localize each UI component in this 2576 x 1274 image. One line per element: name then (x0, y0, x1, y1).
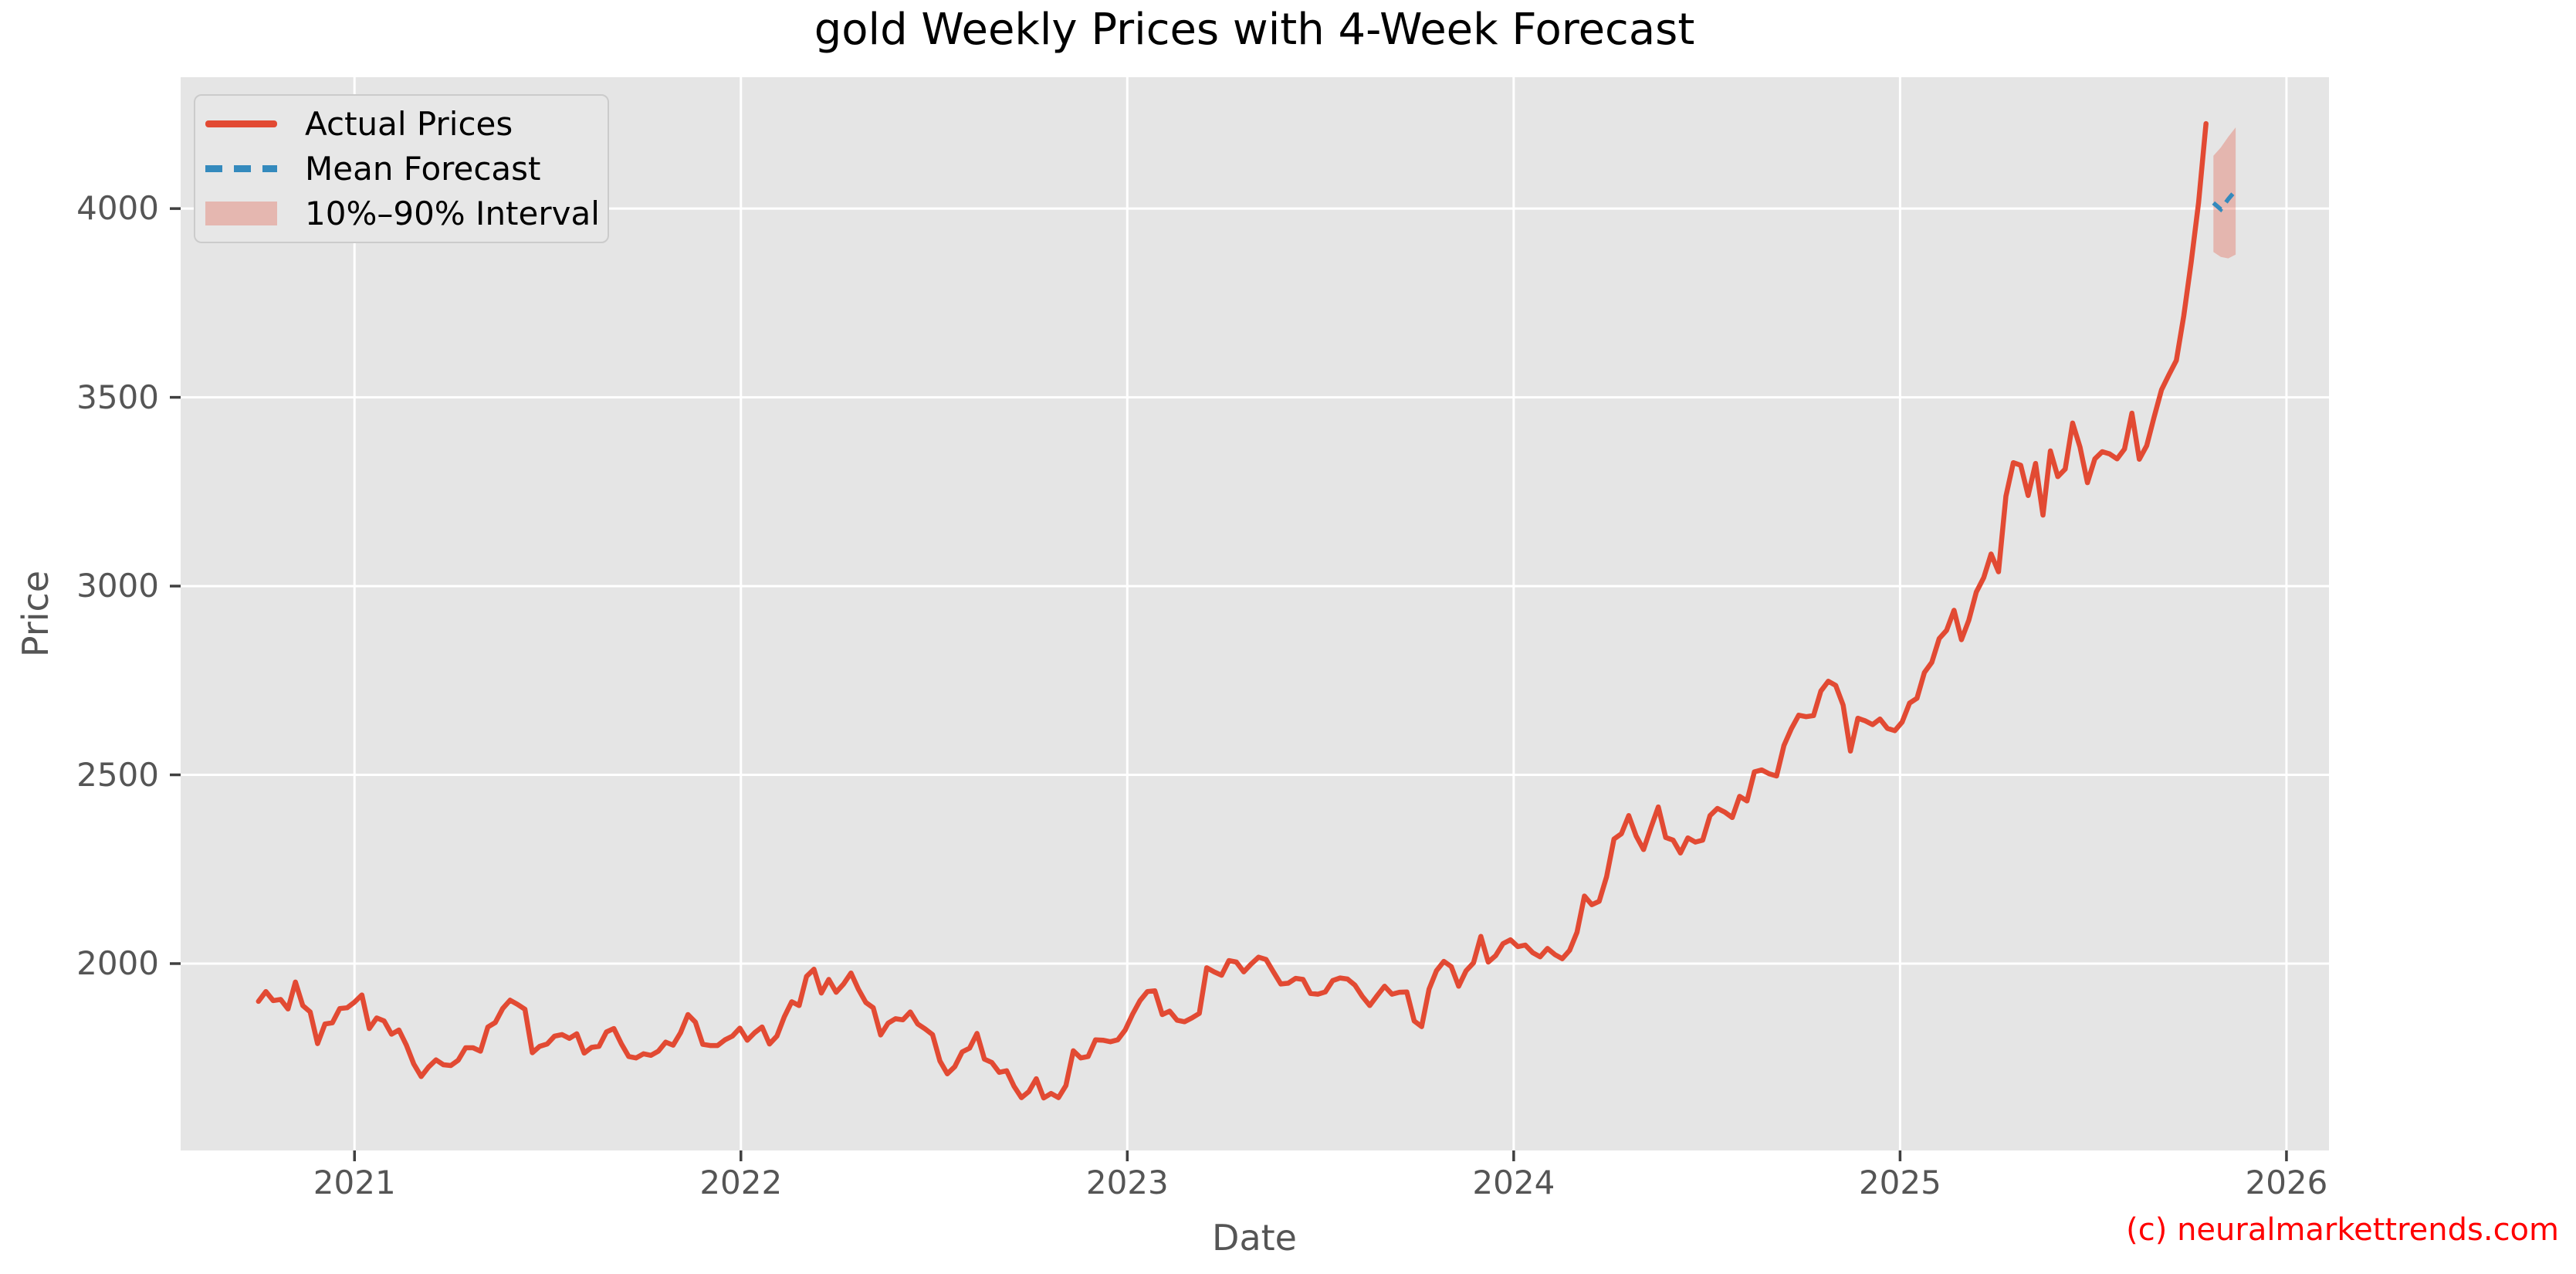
legend-label-interval: 10%–90% Interval (305, 194, 600, 232)
axis-tick-marks (170, 207, 2288, 1161)
legend-label-actual: Actual Prices (305, 105, 513, 144)
legend-item-actual: Actual Prices (205, 103, 600, 145)
legend: Actual Prices Mean Forecast 10%–90% Inte… (194, 94, 609, 243)
y-tick-label: 3500 (76, 378, 159, 416)
x-tick-label: 2025 (1858, 1164, 1941, 1201)
actual-price-line (256, 120, 2209, 1101)
y-tick-label: 2000 (76, 944, 159, 982)
legend-label-forecast: Mean Forecast (305, 150, 541, 188)
x-tick-label: 2026 (2245, 1164, 2328, 1201)
chart-title: gold Weekly Prices with 4-Week Forecast (814, 5, 1695, 55)
x-tick-label: 2021 (313, 1164, 396, 1201)
x-tick-label: 2024 (1472, 1164, 1555, 1201)
y-tick-label: 2500 (76, 755, 159, 794)
legend-item-interval: 10%–90% Interval (205, 192, 600, 234)
interval-patch-swatch (205, 201, 277, 225)
y-tick-label: 4000 (76, 189, 159, 228)
mean-forecast-line (2212, 188, 2238, 213)
x-tick-label: 2022 (699, 1164, 783, 1201)
actual-line-swatch (205, 120, 277, 128)
confidence-band (2213, 127, 2236, 259)
watermark: (c) neuralmarkettrends.com (2126, 1212, 2559, 1248)
forecast-line-swatch (205, 165, 277, 172)
y-axis-label: Price (15, 570, 56, 658)
y-tick-label: 3000 (76, 567, 159, 605)
x-axis-label: Date (1212, 1217, 1297, 1259)
x-tick-label: 2023 (1085, 1164, 1169, 1201)
grid-lines (181, 77, 2329, 1150)
legend-item-forecast: Mean Forecast (205, 148, 600, 190)
